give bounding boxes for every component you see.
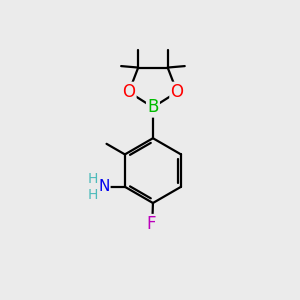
Text: H: H xyxy=(87,172,98,186)
Text: B: B xyxy=(147,98,159,116)
Text: O: O xyxy=(171,83,184,101)
Text: O: O xyxy=(122,83,135,101)
Text: H: H xyxy=(87,188,98,202)
Text: N: N xyxy=(98,179,110,194)
Text: F: F xyxy=(147,215,156,233)
